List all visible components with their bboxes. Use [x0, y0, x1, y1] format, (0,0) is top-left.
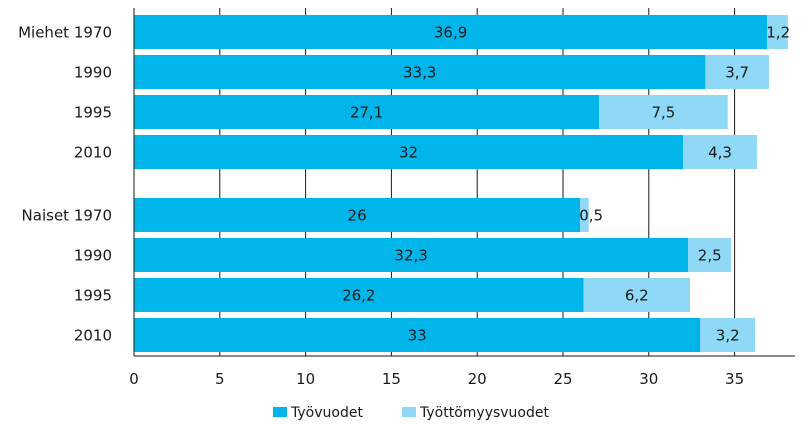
- x-tick-label-20: 20: [468, 370, 487, 388]
- data-labels: 36,9 1,2 33,3 3,7 27,1 7,5 32 4,3 26 0,5 32,3 2,5 26…: [342, 24, 790, 345]
- data-label-tyottomyysvuodet-2: 7,5: [651, 104, 675, 122]
- data-label-tyottomyysvuodet-3: 4,3: [708, 144, 732, 162]
- bar-tyottomyysvuodet-7: [700, 318, 756, 352]
- data-label-tyottomyysvuodet-0: 1,2: [766, 24, 790, 42]
- bar-tyovuodet-2: [134, 95, 600, 129]
- x-tick-label-5: 5: [215, 370, 225, 388]
- data-label-tyovuodet-1: 33,3: [403, 64, 436, 82]
- bar-tyovuodet-3: [134, 135, 684, 169]
- legend-swatch-tyovuodet: [273, 407, 287, 417]
- x-tick-label-0: 0: [129, 370, 139, 388]
- x-tick-label-35: 35: [725, 370, 744, 388]
- data-label-tyottomyysvuodet-5: 2,5: [698, 247, 722, 265]
- bar-tyovuodet-7: [134, 318, 701, 352]
- bar-tyovuodet-1: [134, 55, 706, 89]
- bar-tyovuodet-6: [134, 278, 584, 312]
- data-label-tyovuodet-7: 33: [408, 327, 427, 345]
- legend-label-tyovuodet: Työvuodet: [290, 405, 363, 421]
- category-label-0: Miehet 1970: [18, 24, 112, 42]
- data-label-tyovuodet-6: 26,2: [342, 287, 375, 305]
- category-label-6: 1995: [74, 287, 112, 305]
- category-label-7: 2010: [74, 327, 112, 345]
- bars: [134, 15, 788, 352]
- bar-tyottomyysvuodet-6: [583, 278, 690, 312]
- category-label-5: 1990: [74, 247, 112, 265]
- bar-tyovuodet-5: [134, 238, 689, 272]
- bar-tyottomyysvuodet-5: [688, 238, 732, 272]
- data-label-tyovuodet-2: 27,1: [350, 104, 383, 122]
- data-label-tyovuodet-3: 32: [399, 144, 418, 162]
- bar-tyottomyysvuodet-1: [705, 55, 769, 89]
- bar-tyovuodet-0: [134, 15, 768, 49]
- data-label-tyovuodet-5: 32,3: [394, 247, 427, 265]
- bar-tyottomyysvuodet-0: [767, 15, 788, 49]
- bar-tyottomyysvuodet-4: [580, 198, 589, 232]
- x-tick-label-10: 10: [296, 370, 315, 388]
- x-tick-label-30: 30: [639, 370, 658, 388]
- data-label-tyottomyysvuodet-1: 3,7: [725, 64, 749, 82]
- data-label-tyottomyysvuodet-4: 0,5: [579, 207, 603, 225]
- bar-tyottomyysvuodet-3: [683, 135, 757, 169]
- legend-swatch-tyottomyysvuodet: [402, 407, 416, 417]
- category-label-4: Naiset 1970: [22, 207, 112, 225]
- x-tick-label-15: 15: [382, 370, 401, 388]
- data-label-tyovuodet-4: 26: [348, 207, 367, 225]
- data-label-tyovuodet-0: 36,9: [434, 24, 467, 42]
- bar-tyovuodet-4: [134, 198, 581, 232]
- data-label-tyottomyysvuodet-7: 3,2: [716, 327, 740, 345]
- axes: 0 5 10 15 20 25 30 35 Miehet 1970 1990 1995 2010 Nai…: [18, 8, 795, 388]
- x-tick-label-25: 25: [553, 370, 572, 388]
- category-label-1: 1990: [74, 64, 112, 82]
- bar-tyottomyysvuodet-2: [599, 95, 728, 129]
- legend: Työvuodet Työttömyysvuodet: [273, 405, 549, 421]
- category-label-3: 2010: [74, 144, 112, 162]
- category-label-2: 1995: [74, 104, 112, 122]
- legend-label-tyottomyysvuodet: Työttömyysvuodet: [419, 405, 549, 421]
- data-label-tyottomyysvuodet-6: 6,2: [625, 287, 649, 305]
